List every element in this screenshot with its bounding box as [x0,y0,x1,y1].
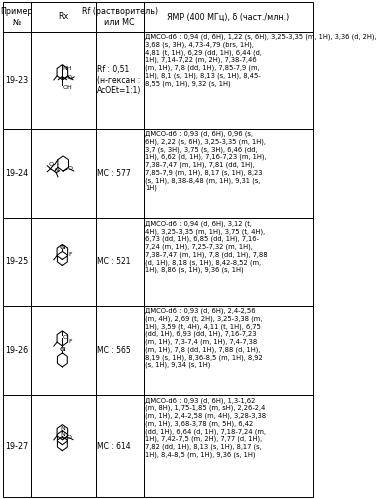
Bar [144,218,313,305]
Text: N: N [60,246,65,250]
Text: NH: NH [63,66,72,71]
Bar [96,218,144,305]
Text: 19-26: 19-26 [5,346,28,355]
Text: O: O [67,167,72,172]
Bar [144,305,313,395]
Text: O: O [63,335,68,340]
Text: ДМСО-d6 : 0,93 (d, 6H), 1,3-1,62
(m, 8H), 1,75-1,85 (m, sH), 2,26-2,4
(m, 1H), 2: ДМСО-d6 : 0,93 (d, 6H), 1,3-1,62 (m, 8H)… [146,397,266,458]
Text: ДМСО-d6 : 0,93 (d, 6H), 0,96 (s,
6H), 2,22 (s, 6H), 3,25-3,35 (m, 1H),
3,7 (s, 3: ДМСО-d6 : 0,93 (d, 6H), 0,96 (s, 6H), 2,… [146,131,267,192]
Text: МС : 521: МС : 521 [97,257,131,266]
Text: O: O [49,162,54,167]
Bar [3,32,31,129]
Text: 19-24: 19-24 [5,169,28,178]
Bar [31,218,96,305]
Text: ДМСО-d6 : 0,94 (d, 6H), 3,12 (t,
4H), 3,25-3,35 (m, 1H), 3,75 (t, 4H),
6,73 (dd,: ДМСО-d6 : 0,94 (d, 6H), 3,12 (t, 4H), 3,… [146,220,268,273]
Text: O: O [67,435,72,440]
Text: Пример
№: Пример № [1,7,33,26]
Bar [96,305,144,395]
Bar [3,305,31,395]
Bar [144,395,313,497]
Bar [31,2,96,32]
Bar [96,32,144,129]
Bar [144,129,313,218]
Text: N: N [60,432,65,437]
Bar [96,129,144,218]
Bar [3,395,31,497]
Text: ДМСО-d6 : 0,94 (d, 6H), 1,22 (s, 6H), 3,25-3,35 (m, 1H), 3,36 (d, 2H),
3,68 (s, : ДМСО-d6 : 0,94 (d, 6H), 1,22 (s, 6H), 3,… [146,34,377,87]
Bar [31,305,96,395]
Bar [96,2,144,32]
Text: Rf (растворитель)
или МС: Rf (растворитель) или МС [82,7,158,26]
Text: ЯМР (400 МГц), δ (част./млн.): ЯМР (400 МГц), δ (част./млн.) [167,12,290,21]
Text: N: N [60,426,65,431]
Bar [31,129,96,218]
Text: МС : 577: МС : 577 [97,169,131,178]
Bar [31,395,96,497]
Text: O: O [60,246,65,250]
Bar [144,32,313,129]
Text: 19-27: 19-27 [5,442,28,451]
Text: Rf : 0,51
(н-гексан :
AcOEt=1:1): Rf : 0,51 (н-гексан : AcOEt=1:1) [97,65,142,95]
Text: OH: OH [63,85,72,90]
Bar [3,2,31,32]
Text: O: O [60,347,65,352]
Text: ДМСО-d6 : 0,93 (d, 6H), 2,4-2,56
(m, 4H), 2,69 (t, 2H), 3,25-3,38 (m,
1H), 3,59 : ДМСО-d6 : 0,93 (d, 6H), 2,4-2,56 (m, 4H)… [146,307,263,368]
Bar [144,2,313,32]
Text: 19-25: 19-25 [5,257,28,266]
Bar [3,218,31,305]
Text: O: O [67,75,72,80]
Bar [31,32,96,129]
Text: МС : 614: МС : 614 [97,442,131,451]
Text: F: F [69,252,72,257]
Text: N: N [60,347,65,352]
Text: N: N [54,168,59,173]
Text: F: F [69,339,72,344]
Text: МС : 565: МС : 565 [97,346,131,355]
Text: Rx: Rx [58,12,68,21]
Bar [3,129,31,218]
Bar [96,395,144,497]
Text: 19-23: 19-23 [5,76,28,85]
